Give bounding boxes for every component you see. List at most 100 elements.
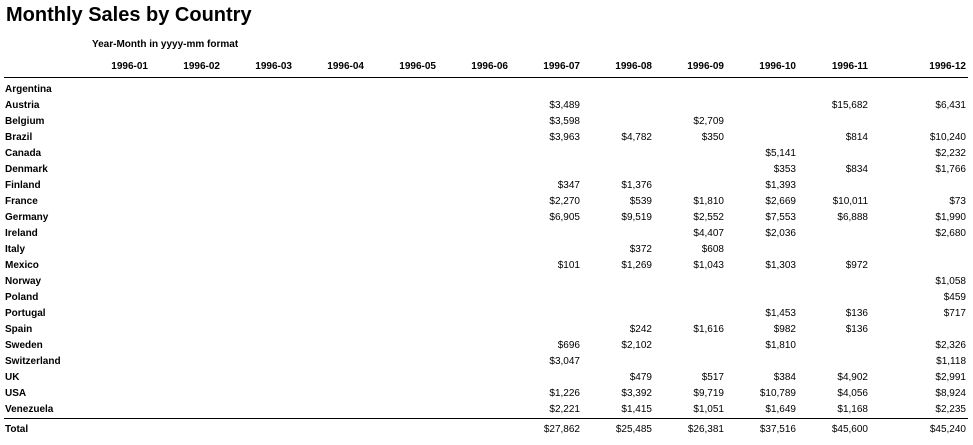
sales-value-cell	[654, 274, 726, 290]
sales-value-cell	[150, 370, 222, 386]
sales-value-cell	[654, 354, 726, 370]
sales-value-cell	[438, 210, 510, 226]
country-cell: Venezuela	[5, 404, 54, 415]
sales-value-cell	[222, 338, 294, 354]
sales-value-cell	[654, 78, 726, 99]
sales-value-cell	[78, 194, 150, 210]
sales-value-cell	[222, 130, 294, 146]
sales-value-cell: $1,051	[693, 404, 724, 415]
sales-value-cell	[150, 402, 222, 419]
sales-value-cell	[366, 306, 438, 322]
sales-value-cell: $6,905	[549, 212, 580, 223]
sales-value-cell	[150, 274, 222, 290]
sales-value-cell	[726, 78, 798, 99]
total-row: Total $27,862 $25,485 $26,381 $37,516 $45,60…	[4, 418, 968, 441]
month-column-header: 1996-09	[687, 61, 724, 72]
total-value-cell	[222, 418, 294, 441]
table-row: Finland $347 $1,376 $1,393	[4, 178, 968, 194]
sales-value-cell: $372	[629, 244, 652, 255]
sales-value-cell	[582, 290, 654, 306]
month-column-header: 1996-04	[327, 61, 364, 72]
sales-value-cell	[222, 354, 294, 370]
total-value-cell	[438, 418, 510, 441]
sales-value-cell	[294, 322, 366, 338]
sales-value-cell: $2,270	[549, 196, 580, 207]
sales-value-cell	[726, 242, 798, 258]
month-column-header: 1996-08	[615, 61, 652, 72]
sales-value-cell	[438, 370, 510, 386]
sales-value-cell	[654, 306, 726, 322]
sales-value-cell: $1,303	[765, 260, 796, 271]
table-row: Denmark $353 $834 $1,766	[4, 162, 968, 178]
country-cell: Finland	[5, 180, 41, 191]
sales-value-cell: $1,649	[765, 404, 796, 415]
sales-value-cell: $1,058	[935, 276, 966, 287]
sales-value-cell	[438, 130, 510, 146]
sales-value-cell: $350	[701, 132, 724, 143]
sales-value-cell	[438, 322, 510, 338]
sales-value-cell: $2,552	[693, 212, 724, 223]
sales-value-cell	[294, 98, 366, 114]
sales-value-cell: $834	[845, 164, 868, 175]
sales-value-cell	[150, 226, 222, 242]
sales-value-cell	[78, 274, 150, 290]
sales-value-cell: $353	[773, 164, 796, 175]
sales-value-cell: $1,990	[935, 212, 966, 223]
sales-value-cell	[294, 386, 366, 402]
sales-value-cell	[366, 194, 438, 210]
sales-value-cell: $5,141	[765, 148, 796, 159]
sales-value-cell: $1,393	[765, 180, 796, 191]
sales-value-cell	[366, 274, 438, 290]
sales-value-cell	[294, 274, 366, 290]
country-cell: Italy	[5, 244, 26, 255]
sales-value-cell: $2,991	[935, 372, 966, 383]
sales-value-cell	[150, 78, 222, 99]
sales-value-cell: $459	[943, 292, 966, 303]
table-row: UK $479 $517 $384 $4,902 $2,991	[4, 370, 968, 386]
sales-value-cell	[726, 98, 798, 114]
sales-value-cell: $1,766	[935, 164, 966, 175]
sales-value-cell: $1,043	[693, 260, 724, 271]
sales-value-cell: $2,221	[549, 404, 580, 415]
sales-value-cell	[222, 274, 294, 290]
sales-value-cell	[366, 226, 438, 242]
sales-value-cell	[294, 194, 366, 210]
sales-value-cell: $3,392	[621, 388, 652, 399]
sales-value-cell	[366, 290, 438, 306]
sales-value-cell	[510, 146, 582, 162]
sales-value-cell	[294, 370, 366, 386]
table-row: USA $1,226 $3,392 $9,719 $10,789 $4,056 $8,924	[4, 386, 968, 402]
sales-value-cell: $384	[773, 372, 796, 383]
table-row: France $2,270 $539 $1,810 $2,669 $10,011 $73	[4, 194, 968, 210]
sales-value-cell	[222, 258, 294, 274]
country-column-header	[4, 57, 78, 78]
sales-value-cell	[150, 210, 222, 226]
sales-value-cell	[582, 226, 654, 242]
sales-value-cell	[870, 178, 968, 194]
table-row: Germany $6,905 $9,519 $2,552 $7,553 $6,888 $1,…	[4, 210, 968, 226]
sales-value-cell: $73	[949, 196, 966, 207]
sales-value-cell: $101	[557, 260, 580, 271]
sales-value-cell	[510, 306, 582, 322]
sales-value-cell	[150, 242, 222, 258]
sales-value-cell	[438, 178, 510, 194]
month-column-header: 1996-07	[543, 61, 580, 72]
table-row: Argentina	[4, 78, 968, 99]
sales-value-cell	[726, 354, 798, 370]
sales-value-cell	[870, 322, 968, 338]
sales-value-cell: $1,453	[765, 308, 796, 319]
sales-value-cell	[366, 210, 438, 226]
sales-value-cell: $696	[557, 340, 580, 351]
sales-value-cell	[78, 178, 150, 194]
sales-value-cell	[510, 162, 582, 178]
sales-value-cell	[438, 386, 510, 402]
sales-table: 1996-01 1996-02 1996-03 1996-04 1996-05 1996-…	[4, 57, 968, 441]
country-cell: Argentina	[5, 84, 52, 95]
report-title: Monthly Sales by Country	[6, 4, 252, 26]
sales-value-cell	[726, 290, 798, 306]
sales-value-cell	[366, 354, 438, 370]
sales-value-cell: $717	[943, 308, 966, 319]
sales-value-cell	[78, 338, 150, 354]
country-cell: Ireland	[5, 228, 38, 239]
month-column-header: 1996-01	[111, 61, 148, 72]
